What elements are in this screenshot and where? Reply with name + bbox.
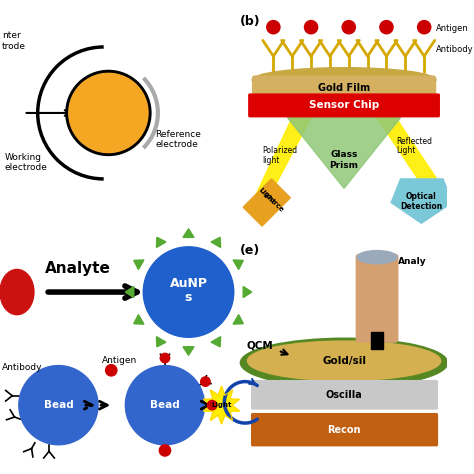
Text: Antigen: Antigen [436, 24, 468, 33]
Polygon shape [255, 118, 311, 198]
Ellipse shape [240, 338, 448, 387]
Polygon shape [211, 237, 220, 247]
FancyBboxPatch shape [372, 332, 383, 348]
Text: Reference: Reference [155, 129, 201, 138]
FancyBboxPatch shape [253, 76, 436, 97]
Polygon shape [377, 118, 443, 188]
Polygon shape [391, 179, 453, 223]
Polygon shape [233, 260, 243, 270]
Text: s: s [185, 291, 192, 303]
Polygon shape [156, 337, 166, 347]
Polygon shape [134, 260, 144, 270]
Text: Analy: Analy [398, 257, 427, 266]
Text: Light: Light [396, 146, 415, 155]
Text: (b): (b) [240, 15, 261, 28]
Circle shape [380, 20, 393, 34]
Circle shape [267, 20, 280, 34]
Text: Optical: Optical [406, 191, 437, 201]
Text: QCM: QCM [247, 341, 273, 351]
Ellipse shape [247, 341, 441, 381]
FancyBboxPatch shape [252, 414, 438, 446]
Text: Sensor Chip: Sensor Chip [309, 100, 379, 110]
Ellipse shape [0, 269, 34, 315]
Text: AuNP: AuNP [170, 277, 208, 291]
Circle shape [201, 377, 210, 386]
Polygon shape [288, 118, 401, 188]
Polygon shape [134, 315, 144, 324]
Polygon shape [125, 287, 134, 298]
Circle shape [106, 365, 117, 376]
Text: Recon: Recon [328, 425, 361, 435]
Text: Antibody: Antibody [436, 45, 473, 54]
Circle shape [208, 401, 217, 410]
FancyBboxPatch shape [249, 94, 439, 117]
Circle shape [304, 20, 318, 34]
Text: Antibody: Antibody [2, 363, 42, 372]
Text: electrode: electrode [5, 164, 47, 173]
Text: Antigen: Antigen [102, 356, 137, 365]
Text: (e): (e) [240, 245, 261, 257]
FancyBboxPatch shape [252, 381, 438, 409]
Circle shape [342, 20, 356, 34]
Text: Polarized: Polarized [262, 146, 297, 155]
Text: Oscilla: Oscilla [326, 390, 363, 400]
Ellipse shape [357, 251, 397, 264]
Text: Light: Light [257, 187, 276, 205]
Polygon shape [233, 315, 243, 324]
Circle shape [143, 247, 234, 337]
Circle shape [125, 365, 205, 445]
Polygon shape [211, 337, 220, 347]
Polygon shape [156, 237, 166, 247]
Text: Analyte: Analyte [45, 261, 111, 276]
Text: Reflected: Reflected [396, 137, 432, 146]
Text: Glass: Glass [330, 150, 358, 159]
Circle shape [159, 445, 171, 456]
Polygon shape [204, 386, 239, 424]
Text: source: source [262, 190, 285, 213]
Text: electrode: electrode [155, 140, 199, 149]
Text: light: light [262, 156, 279, 165]
Text: Light: Light [211, 402, 232, 408]
Text: Gold/sil: Gold/sil [322, 356, 366, 366]
Circle shape [160, 353, 170, 363]
Circle shape [418, 20, 431, 34]
Polygon shape [183, 229, 194, 237]
Polygon shape [183, 346, 194, 356]
Text: Bead: Bead [44, 400, 73, 410]
FancyBboxPatch shape [356, 255, 398, 342]
Text: Prism: Prism [329, 161, 358, 170]
Text: nter: nter [2, 31, 21, 40]
Text: Working: Working [5, 153, 42, 162]
Text: Gold Film: Gold Film [318, 83, 370, 93]
Polygon shape [243, 287, 252, 298]
Text: Detection: Detection [400, 202, 442, 211]
Polygon shape [243, 179, 291, 226]
Circle shape [69, 73, 148, 153]
Ellipse shape [252, 68, 436, 92]
Circle shape [19, 365, 98, 445]
Text: trode: trode [2, 42, 26, 51]
Text: Bead: Bead [150, 400, 180, 410]
